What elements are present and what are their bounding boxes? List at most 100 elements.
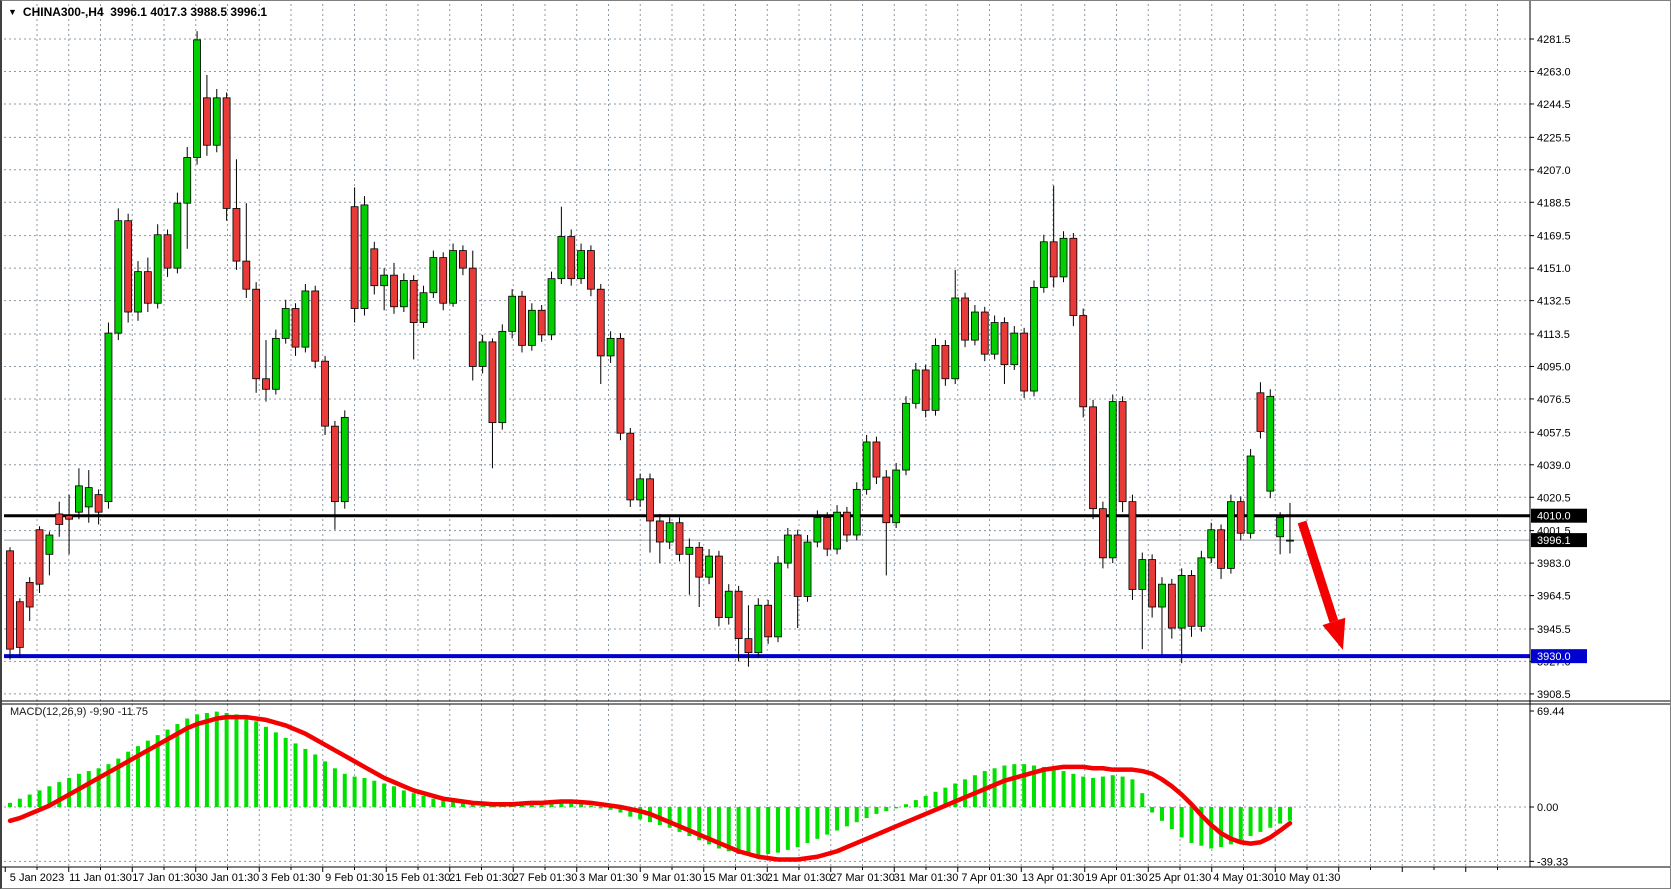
macd-histogram-bar xyxy=(1091,777,1096,807)
macd-histogram-bar xyxy=(894,807,899,809)
price-axis[interactable]: 4281.5 4263.0 4244.5 4225.5 4207.0 4188.5 4169… xyxy=(1530,34,1587,868)
bullish-candle xyxy=(419,292,428,323)
macd-histogram-bar xyxy=(391,786,396,807)
macd-histogram-bar xyxy=(943,787,948,807)
date-axis-label: 31 Mar 01:30 xyxy=(894,872,959,884)
bullish-candle xyxy=(478,341,487,367)
macd-histogram-bar xyxy=(1002,765,1007,807)
bullish-candle xyxy=(577,250,585,280)
bullish-candle xyxy=(45,534,54,555)
price-axis-label: 4132.5 xyxy=(1537,296,1571,308)
macd-histogram-bar xyxy=(145,740,150,807)
price-axis-label: 3908.5 xyxy=(1537,689,1571,701)
bullish-candle xyxy=(1207,529,1216,559)
bearish-candle xyxy=(764,604,773,638)
macd-histogram-bar xyxy=(903,804,908,807)
macd-histogram-bar xyxy=(707,807,712,845)
bullish-candle xyxy=(705,555,713,578)
time-axis[interactable]: 5 Jan 2023 11 Jan 01:30 17 Jan 01:30 30 Jan… xyxy=(4,867,1498,884)
bearish-candle xyxy=(980,311,989,355)
macd-histogram-bar xyxy=(382,783,387,807)
price-badge-label: 4010.0 xyxy=(1537,511,1571,523)
macd-histogram-bar xyxy=(1100,776,1105,807)
bearish-candle xyxy=(1089,406,1097,510)
bullish-candle xyxy=(360,204,369,309)
macd-histogram-bar xyxy=(1219,807,1224,848)
macd-histogram-bar xyxy=(1159,807,1164,821)
price-badge xyxy=(1531,533,1587,548)
bullish-candle xyxy=(1286,539,1294,542)
symbol-dropdown-icon[interactable]: ▼ xyxy=(8,6,17,17)
macd-histogram-bar xyxy=(854,807,859,823)
macd-histogram-bar xyxy=(874,807,879,814)
bearish-candle xyxy=(1118,401,1127,503)
bullish-candle xyxy=(1197,557,1206,627)
macd-histogram-bar xyxy=(529,804,534,807)
bullish-candle xyxy=(429,257,438,294)
bullish-candle xyxy=(1246,455,1255,534)
macd-histogram-bar xyxy=(17,798,22,807)
bearish-candle xyxy=(252,288,261,380)
macd-histogram-bar xyxy=(913,800,918,807)
macd-histogram-bar xyxy=(362,777,367,807)
macd-histogram-bar xyxy=(667,807,672,828)
down-arrow-head[interactable] xyxy=(1322,617,1346,650)
bullish-candle xyxy=(813,517,822,543)
bullish-candle xyxy=(774,562,782,638)
price-axis-label: 4169.5 xyxy=(1537,231,1571,243)
price-badge xyxy=(1531,649,1587,664)
macd-histogram-bar xyxy=(460,802,465,807)
bullish-candle xyxy=(1108,401,1117,559)
bullish-candle xyxy=(971,311,979,341)
macd-histogram-bar xyxy=(1081,776,1086,807)
bearish-candle xyxy=(587,250,595,290)
macd-histogram-bar xyxy=(27,794,32,807)
down-arrow-shaft[interactable] xyxy=(1297,520,1339,623)
macd-histogram-bar xyxy=(470,804,475,807)
bullish-candle xyxy=(547,278,556,336)
bullish-candle xyxy=(84,487,93,508)
date-axis-label: 15 Feb 01:30 xyxy=(386,872,451,884)
macd-histogram-bar xyxy=(401,790,406,807)
bullish-candle xyxy=(340,416,349,503)
bullish-candle xyxy=(183,157,192,204)
macd-histogram-bar xyxy=(263,726,268,807)
chart-title-bar: ▼ CHINA300-,H4 3996.1 4017.3 3988.5 3996… xyxy=(8,5,267,19)
macd-histogram-bar xyxy=(1287,807,1292,821)
bearish-candle xyxy=(1256,392,1265,432)
bearish-candle xyxy=(1128,501,1137,590)
macd-histogram-bar xyxy=(785,807,790,850)
macd-histogram-bar xyxy=(687,807,692,837)
macd-histogram-bar xyxy=(963,779,968,807)
macd-histogram-bar xyxy=(490,806,495,808)
macd-axis-label: 69.44 xyxy=(1537,706,1565,718)
macd-histogram-bar xyxy=(480,805,485,807)
bullish-candle xyxy=(931,344,940,411)
macd-axis-label: 0.00 xyxy=(1537,802,1558,814)
macd-histogram-bar xyxy=(933,791,938,807)
level-lines-layer xyxy=(4,514,1530,659)
bearish-candle xyxy=(203,97,211,146)
macd-histogram-bar xyxy=(451,801,456,807)
bearish-candle xyxy=(655,520,664,543)
grid-layer xyxy=(4,4,1530,867)
macd-histogram-bar xyxy=(165,729,170,807)
bearish-candle xyxy=(291,308,300,348)
bullish-candle xyxy=(212,97,221,146)
bearish-candle xyxy=(94,494,103,513)
macd-histogram-bar xyxy=(293,743,298,807)
macd-histogram-bar xyxy=(57,782,62,807)
macd-histogram-bar xyxy=(775,807,780,853)
macd-histogram-bar xyxy=(953,783,958,807)
bullish-candle xyxy=(833,511,841,550)
macd-histogram-bar xyxy=(588,805,593,807)
macd-histogram-bar xyxy=(342,773,347,807)
bullish-candle xyxy=(951,297,960,380)
macd-histogram-bar xyxy=(421,795,426,807)
macd-histogram-bar xyxy=(844,807,849,827)
price-axis-label: 4057.5 xyxy=(1537,427,1571,439)
bearish-candle xyxy=(675,522,684,555)
macd-histogram-bar xyxy=(303,748,308,807)
